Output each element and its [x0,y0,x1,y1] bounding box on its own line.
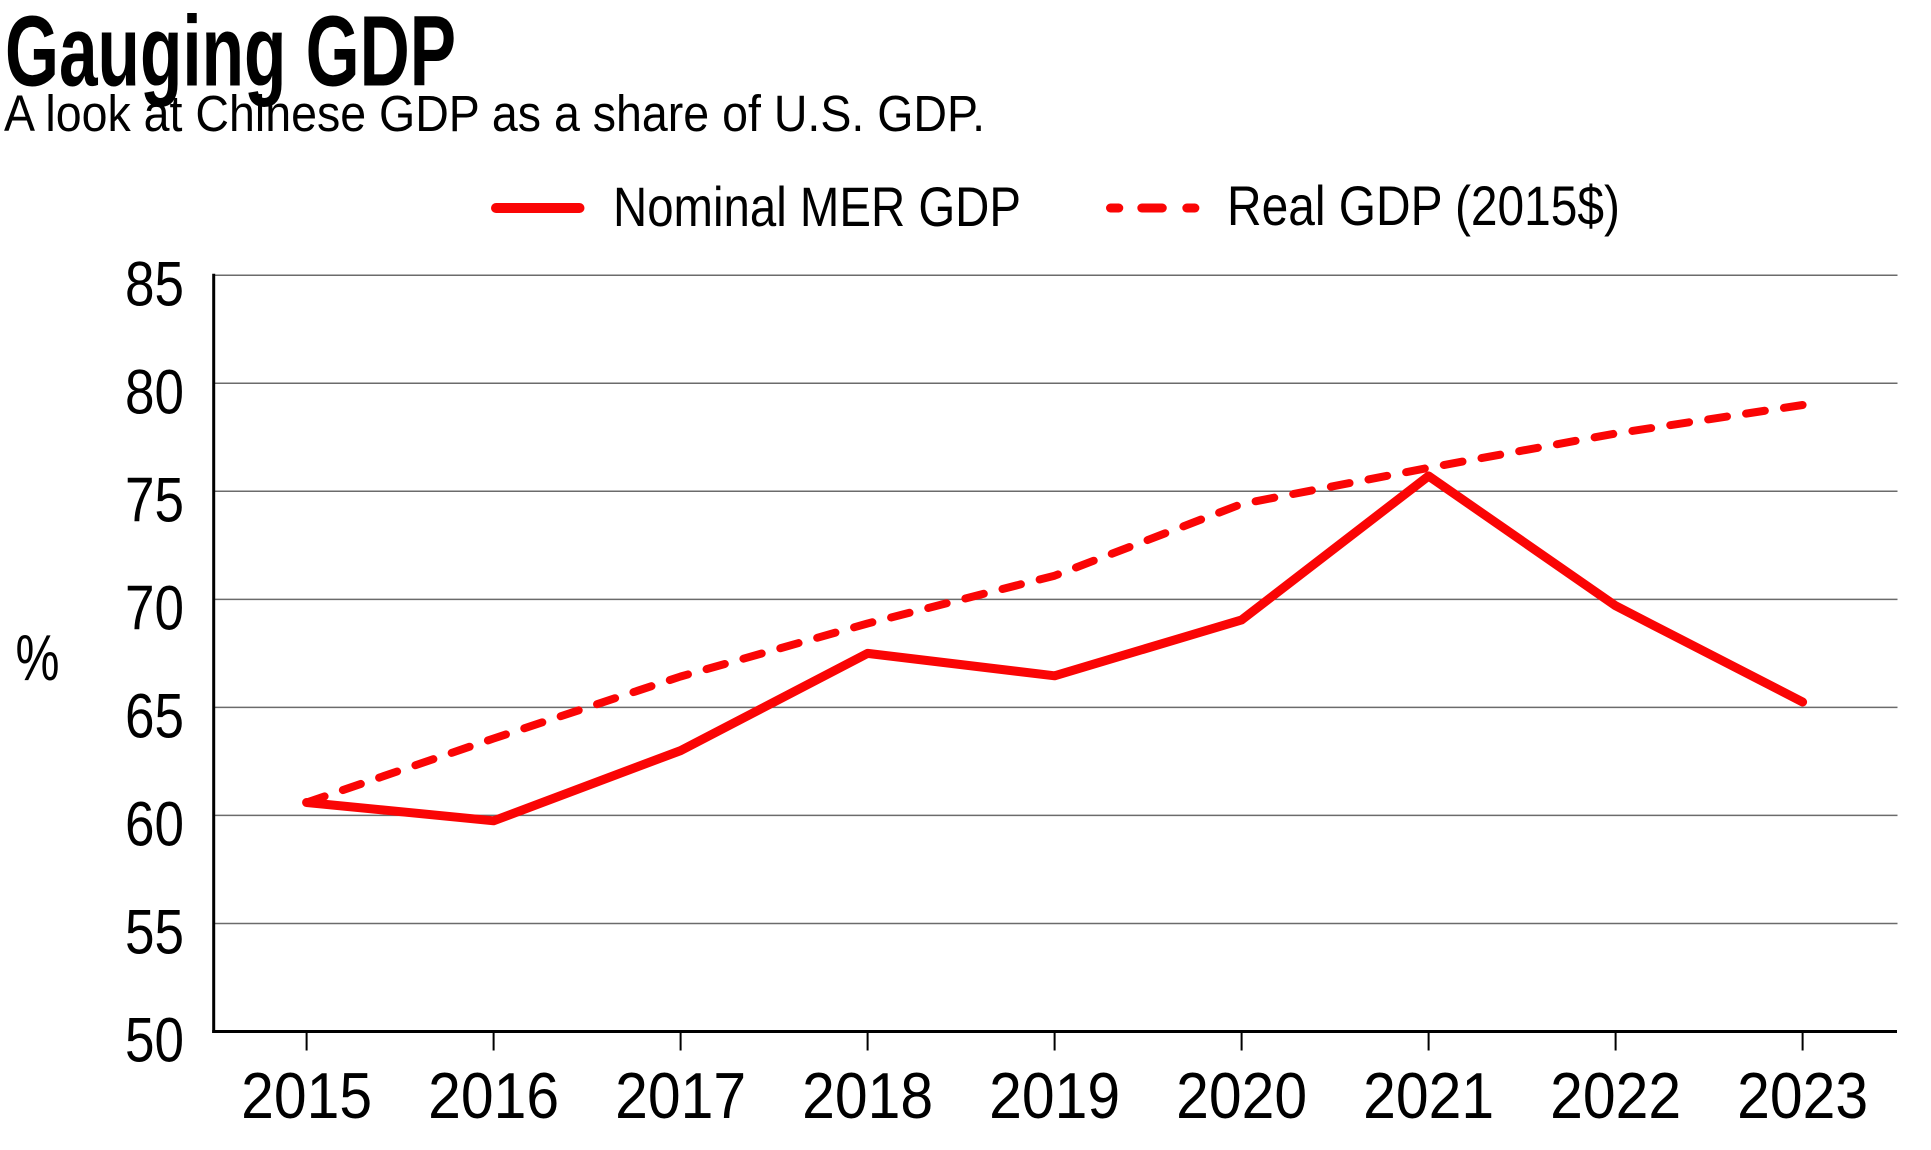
svg-text:Nominal MER GDP: Nominal MER GDP [613,175,1021,238]
svg-text:%: % [16,621,60,694]
svg-text:75: 75 [125,465,184,535]
svg-text:2020: 2020 [1176,1059,1307,1132]
svg-text:85: 85 [125,249,184,319]
svg-text:2018: 2018 [802,1059,933,1132]
svg-text:A look at Chinese GDP as a sha: A look at Chinese GDP as a share of U.S.… [4,85,985,142]
svg-text:2022: 2022 [1550,1059,1681,1132]
svg-text:Real GDP (2015$): Real GDP (2015$) [1227,174,1620,237]
svg-text:2021: 2021 [1363,1059,1494,1132]
svg-text:2023: 2023 [1737,1059,1868,1132]
svg-text:55: 55 [125,898,184,968]
svg-text:2015: 2015 [241,1059,372,1132]
svg-text:2019: 2019 [989,1059,1120,1132]
svg-text:80: 80 [125,357,184,427]
svg-text:2017: 2017 [615,1059,746,1132]
svg-text:70: 70 [125,573,184,643]
svg-text:60: 60 [125,789,184,859]
svg-text:Gauging GDP: Gauging GDP [5,0,456,108]
svg-text:2016: 2016 [428,1059,559,1132]
svg-text:65: 65 [125,681,184,751]
svg-text:50: 50 [125,1006,184,1076]
